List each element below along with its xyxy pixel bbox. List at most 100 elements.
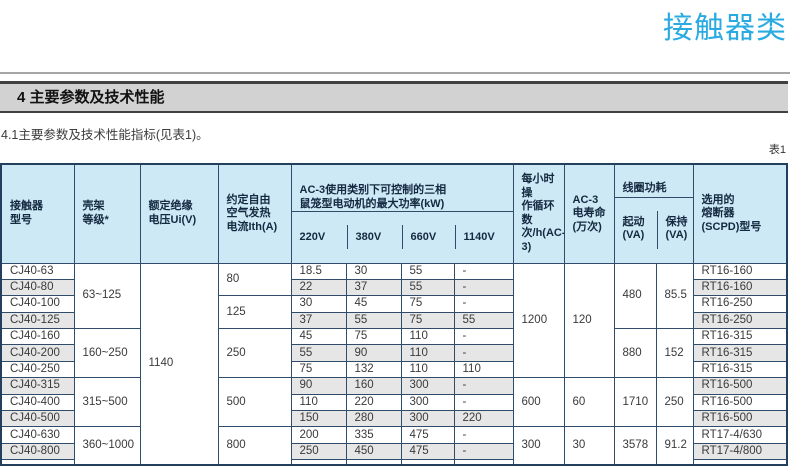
cell-kw-380v: 55: [345, 311, 402, 330]
cell-kw-380v: 450: [345, 442, 402, 461]
cell-coil-hold: 250: [655, 377, 694, 428]
table-row: CJ40-315 315~500 500 90 160 300 - 600 60…: [0, 377, 788, 428]
cell-coil-start: 1710: [613, 377, 657, 428]
section-heading: 4 主要参数及技术性能: [0, 81, 788, 113]
col-header-coil-hold: 保持 (VA): [656, 211, 693, 249]
cell-model: CJ40-630: [0, 426, 75, 444]
cell-kw-660v: 300: [400, 377, 455, 395]
cell-kw-1140v: -: [453, 426, 514, 444]
cell-kw-660v: 110: [400, 360, 455, 379]
cell-kw-660v: 55: [400, 262, 455, 280]
cell-kw-220v: [290, 459, 347, 466]
cell-kw-660v: 475: [400, 442, 455, 461]
cell-fuse: RT16-160: [692, 278, 788, 297]
cell-model: CJ40-125: [0, 311, 75, 330]
cell-kw-1140v: -: [453, 295, 514, 313]
header-row: 接触器 型号 壳架 等级* 额定绝缘 电压Ui(V) 约定自由 空气发热 电流I…: [0, 163, 788, 264]
col-header-1140v: 1140V: [454, 225, 513, 249]
cell-fuse: RT16-315: [692, 360, 788, 379]
cell-frame: 160~250: [73, 328, 141, 379]
cell-model: CJ40-500: [0, 410, 75, 428]
cell-ops: 300: [512, 426, 565, 466]
cell-kw-220v: 200: [290, 426, 347, 444]
cell-kw-380v: 45: [345, 295, 402, 313]
cell-kw-1140v: -: [453, 344, 514, 362]
col-header-ui: 额定绝缘 电压Ui(V): [139, 163, 219, 264]
cell-coil-start: 3578: [613, 426, 657, 466]
cell-ith: 800: [217, 426, 292, 466]
cell-fuse: [692, 459, 788, 466]
table-row: CJ40-160 160~250 250 45 75 110 - 880 152…: [0, 328, 788, 379]
col-header-660v: 660V: [401, 225, 455, 249]
cell-coil-hold: 85.5: [655, 262, 694, 330]
cell-kw-1140v: -: [453, 278, 514, 297]
cell-kw-220v: 55: [290, 344, 347, 362]
cell-kw-380v: 37: [345, 278, 402, 297]
cell-model: CJ40-63: [0, 262, 75, 280]
cell-coil-start: 880: [613, 328, 657, 379]
cell-ith: 125: [217, 295, 292, 330]
cell-kw-220v: 75: [290, 360, 347, 379]
cell-kw-380v: 280: [345, 410, 402, 428]
cell-kw-220v: 110: [290, 393, 347, 412]
cell-kw-1140v: 110: [453, 360, 514, 379]
cell-fuse: RT17-4/630: [692, 426, 788, 444]
cell-fuse: RT17-4/800: [692, 442, 788, 461]
col-header-220v: 220V: [299, 231, 326, 243]
cell-kw-660v: 300: [400, 410, 455, 428]
coil-subheaders: 起动 (VA) 保持 (VA): [615, 211, 693, 249]
cell-kw-380v: 220: [345, 393, 402, 412]
cell-model: CJ40-80: [0, 278, 75, 297]
cell-fuse: RT16-500: [692, 393, 788, 412]
table-row: CJ40-500 150 280 300 220 RT16-500: [0, 410, 788, 428]
table-row: CJ40-100 125 30 45 75 - RT16-250: [0, 295, 788, 330]
table-row: CJ40-63 63~125 1140 80 18.5 30 55 - 1200…: [0, 262, 788, 466]
cell-life: 30: [563, 426, 615, 466]
cell-ith: 500: [217, 377, 292, 428]
cell-life: 60: [563, 377, 615, 428]
cell-ops: 600: [512, 377, 565, 428]
cell-frame: 360~1000: [73, 426, 141, 466]
cell-ith: 250: [217, 328, 292, 379]
col-header-kw-group: AC-3使用类别下可控制的三相 鼠笼型电动机的最大功率(kW) 220V 380…: [290, 163, 514, 264]
cell-kw-1140v: -: [453, 328, 514, 346]
page-title: 接触器类: [663, 12, 787, 45]
cell-coil-hold: 152: [655, 328, 694, 379]
col-header-ith: 约定自由 空气发热 电流Ith(A): [217, 163, 292, 264]
cell-ops: 1200: [512, 262, 565, 379]
kw-subheaders: 220V 380V 660V 1140V: [292, 225, 513, 249]
cell-kw-660v: 75: [400, 295, 455, 313]
cell-ith: 80: [217, 262, 292, 297]
cell-fuse: RT16-315: [692, 328, 788, 346]
cell-kw-220v: 37: [290, 311, 347, 330]
cell-frame: 315~500: [73, 377, 141, 428]
table-row: CJ40-80 22 37 55 - RT16-160: [0, 278, 788, 297]
cell-fuse: RT16-315: [692, 344, 788, 362]
cell-kw-660v: 110: [400, 328, 455, 346]
table-row: CJ40-630 360~1000 800 200 335 475 - 300 …: [0, 426, 788, 466]
intro-text: 4.1主要参数及技术性能指标(见表1)。: [1, 128, 209, 142]
cell-coil-hold: 91.2: [655, 426, 694, 466]
cell-fuse: RT16-500: [692, 410, 788, 428]
cell-kw-220v: 30: [290, 295, 347, 313]
col-header-380v: 380V: [346, 225, 402, 249]
col-header-coil-start: 起动 (VA): [622, 216, 645, 241]
cell-kw-1140v: -: [453, 377, 514, 395]
cell-kw-660v: 300: [400, 393, 455, 412]
cell-kw-380v: 75: [345, 328, 402, 346]
cell-fuse: RT16-500: [692, 377, 788, 395]
cell-kw-380v: 90: [345, 344, 402, 362]
cell-frame: 63~125: [73, 262, 141, 330]
cell-kw-220v: 45: [290, 328, 347, 346]
cell-kw-1140v: -: [453, 393, 514, 412]
cell-model: CJ40-315: [0, 377, 75, 395]
cell-fuse: RT16-250: [692, 295, 788, 313]
cell-fuse: RT16-250: [692, 311, 788, 330]
table-row: CJ40-125 37 55 75 55 RT16-250: [0, 311, 788, 330]
cell-kw-220v: 22: [290, 278, 347, 297]
col-header-ops: 每小时操 作循环数 次/h(AC-3): [512, 163, 565, 264]
cell-kw-1140v: [453, 459, 514, 466]
coil-group-label: 线圈功耗: [615, 179, 693, 198]
parameters-table: 接触器 型号 壳架 等级* 额定绝缘 电压Ui(V) 约定自由 空气发热 电流I…: [0, 163, 789, 466]
col-header-fuse: 选用的 熔断器 (SCPD)型号: [692, 163, 788, 264]
